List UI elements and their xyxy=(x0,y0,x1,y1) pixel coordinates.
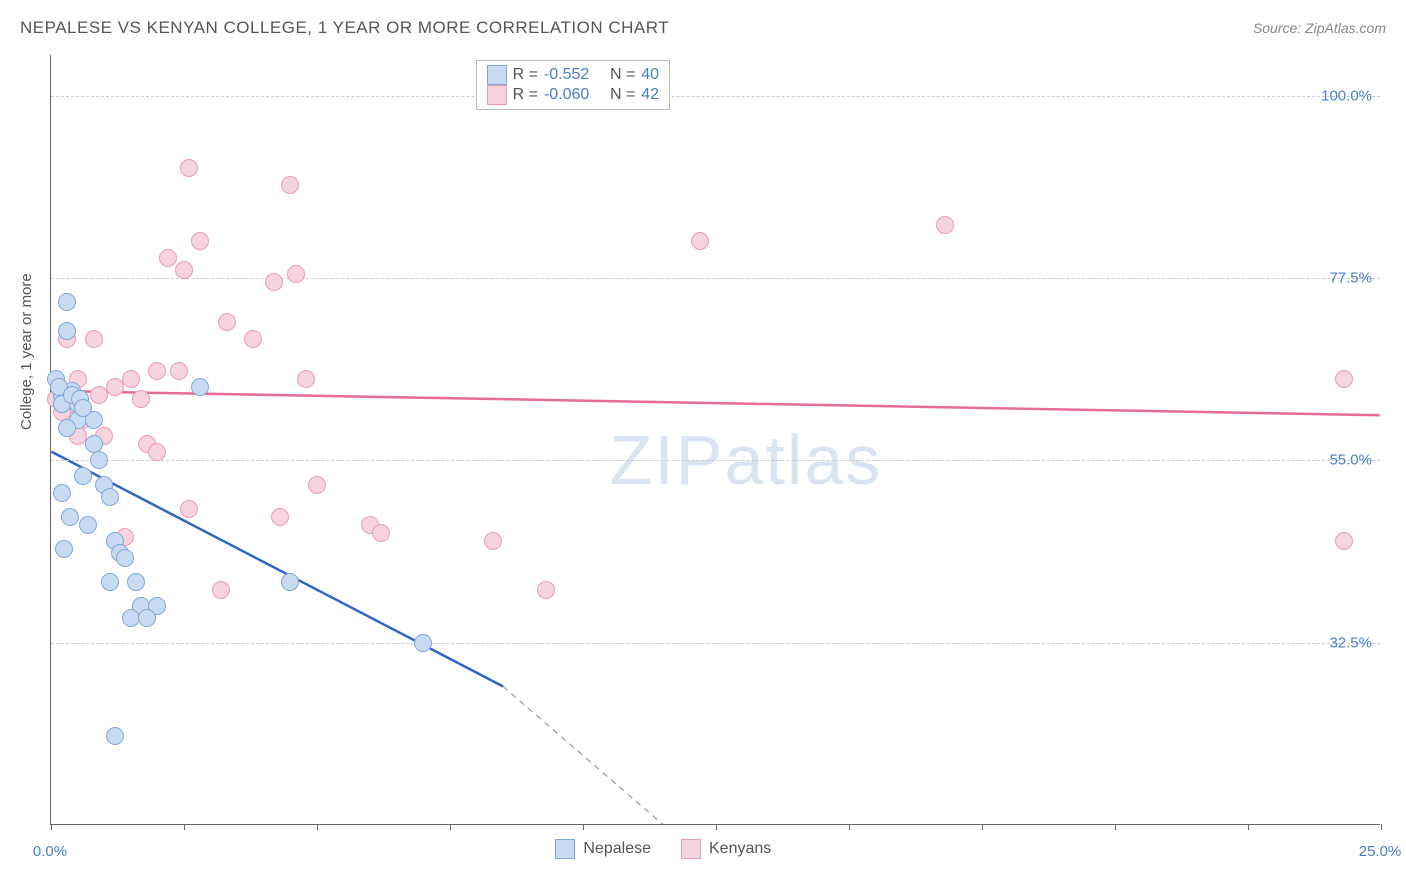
x-tick xyxy=(583,824,584,830)
legend-row: R = -0.552 N = 40 xyxy=(487,65,659,85)
data-point xyxy=(212,581,230,599)
series-legend: Nepalese Kenyans xyxy=(555,839,771,859)
data-point xyxy=(148,443,166,461)
chart-title: NEPALESE VS KENYAN COLLEGE, 1 YEAR OR MO… xyxy=(20,18,669,38)
x-tick xyxy=(1381,824,1382,830)
data-point xyxy=(180,500,198,518)
plot-area: ZIPatlas 32.5%55.0%77.5%100.0% xyxy=(50,55,1380,825)
data-point xyxy=(116,549,134,567)
data-point xyxy=(180,159,198,177)
gridline xyxy=(51,278,1380,279)
data-point xyxy=(61,508,79,526)
data-point xyxy=(122,370,140,388)
data-point xyxy=(159,249,177,267)
data-point xyxy=(90,386,108,404)
legend-swatch xyxy=(555,839,575,859)
trend-lines xyxy=(51,55,1380,824)
data-point xyxy=(265,273,283,291)
n-label: N = xyxy=(610,86,635,104)
r-label: R = xyxy=(513,66,538,84)
legend-item: Kenyans xyxy=(681,839,771,859)
correlation-legend: R = -0.552 N = 40 R = -0.060 N = 42 xyxy=(476,60,670,110)
x-tick xyxy=(51,824,52,830)
data-point xyxy=(414,634,432,652)
x-tick-label: 0.0% xyxy=(33,843,67,860)
data-point xyxy=(106,378,124,396)
legend-label: Kenyans xyxy=(709,840,771,858)
chart-source: Source: ZipAtlas.com xyxy=(1253,20,1386,36)
data-point xyxy=(281,176,299,194)
data-point xyxy=(244,330,262,348)
x-tick xyxy=(849,824,850,830)
data-point xyxy=(191,378,209,396)
data-point xyxy=(138,609,156,627)
legend-row: R = -0.060 N = 42 xyxy=(487,85,659,105)
data-point xyxy=(101,573,119,591)
r-value: -0.552 xyxy=(544,66,604,84)
r-label: R = xyxy=(513,86,538,104)
data-point xyxy=(936,216,954,234)
data-point xyxy=(74,467,92,485)
x-tick xyxy=(1115,824,1116,830)
data-point xyxy=(1335,532,1353,550)
data-point xyxy=(691,232,709,250)
data-point xyxy=(132,390,150,408)
data-point xyxy=(127,573,145,591)
y-tick-label: 32.5% xyxy=(1329,634,1372,651)
legend-label: Nepalese xyxy=(583,840,651,858)
x-tick xyxy=(450,824,451,830)
y-tick-label: 100.0% xyxy=(1321,87,1372,104)
data-point xyxy=(55,540,73,558)
data-point xyxy=(537,581,555,599)
chart-header: NEPALESE VS KENYAN COLLEGE, 1 YEAR OR MO… xyxy=(20,18,1386,38)
x-tick xyxy=(982,824,983,830)
data-point xyxy=(148,362,166,380)
x-tick-label: 25.0% xyxy=(1359,843,1402,860)
data-point xyxy=(90,451,108,469)
data-point xyxy=(1335,370,1353,388)
data-point xyxy=(74,399,92,417)
data-point xyxy=(58,419,76,437)
gridline xyxy=(51,460,1380,461)
data-point xyxy=(53,484,71,502)
n-value: 40 xyxy=(641,66,659,84)
n-value: 42 xyxy=(641,86,659,104)
data-point xyxy=(175,261,193,279)
x-tick xyxy=(716,824,717,830)
data-point xyxy=(281,573,299,591)
source-prefix: Source: xyxy=(1253,20,1305,36)
legend-swatch xyxy=(487,65,507,85)
data-point xyxy=(372,524,390,542)
data-point xyxy=(85,330,103,348)
gridline xyxy=(51,643,1380,644)
x-tick xyxy=(184,824,185,830)
y-axis-label: College, 1 year or more xyxy=(18,273,35,430)
data-point xyxy=(297,370,315,388)
gridline xyxy=(51,96,1380,97)
data-point xyxy=(308,476,326,494)
legend-item: Nepalese xyxy=(555,839,651,859)
n-label: N = xyxy=(610,66,635,84)
data-point xyxy=(79,516,97,534)
data-point xyxy=(58,322,76,340)
data-point xyxy=(218,313,236,331)
data-point xyxy=(170,362,188,380)
legend-swatch xyxy=(487,85,507,105)
data-point xyxy=(287,265,305,283)
data-point xyxy=(484,532,502,550)
x-tick xyxy=(1248,824,1249,830)
data-point xyxy=(271,508,289,526)
y-tick-label: 55.0% xyxy=(1329,452,1372,469)
data-point xyxy=(106,727,124,745)
data-point xyxy=(101,488,119,506)
x-tick xyxy=(317,824,318,830)
r-value: -0.060 xyxy=(544,86,604,104)
y-tick-label: 77.5% xyxy=(1329,269,1372,286)
data-point xyxy=(58,293,76,311)
legend-swatch xyxy=(681,839,701,859)
source-name: ZipAtlas.com xyxy=(1305,20,1386,36)
data-point xyxy=(191,232,209,250)
